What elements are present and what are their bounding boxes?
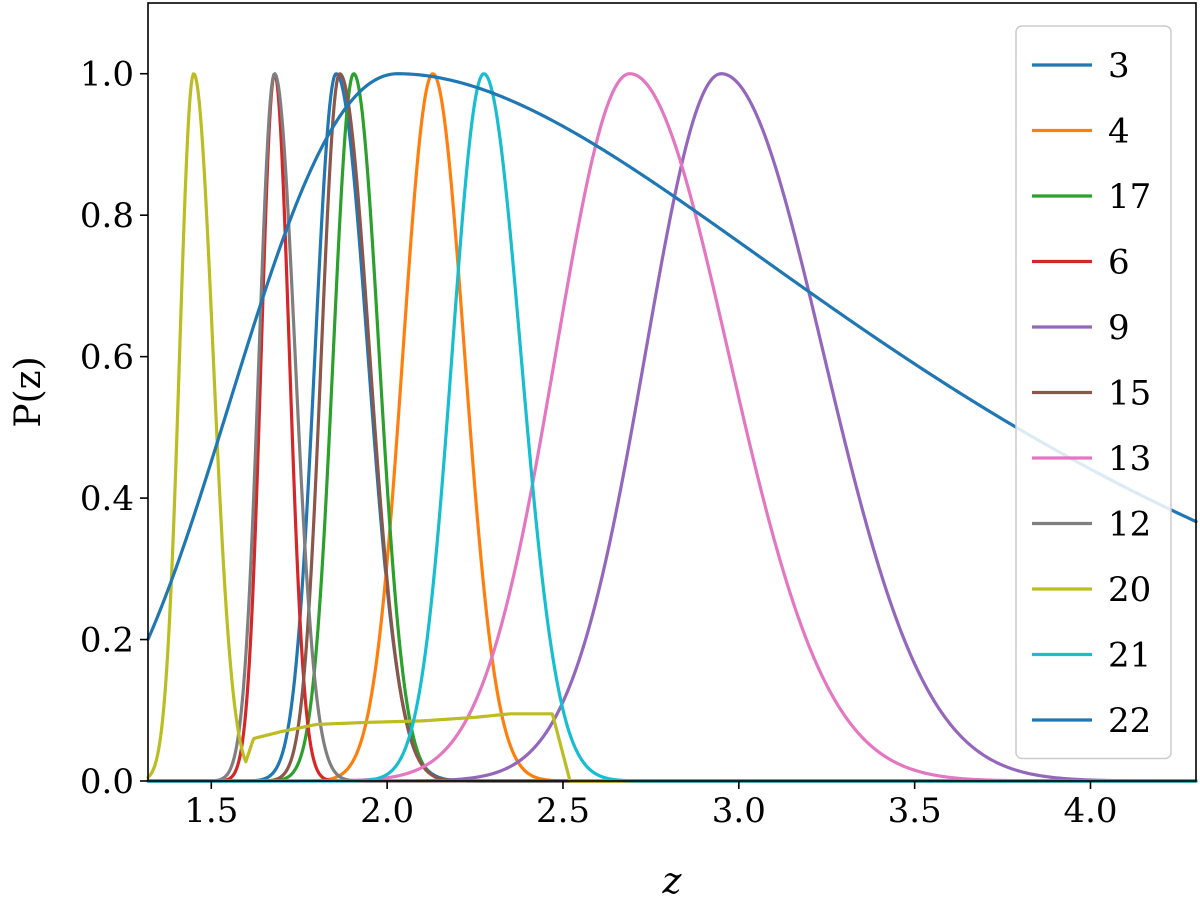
x-tick-label: 4.0 [1063,791,1117,831]
x-tick-label: 3.5 [888,791,942,831]
x-tick-label: 1.5 [184,791,238,831]
legend-label-3: 3 [1108,46,1130,86]
legend: 3 4 17 6 9 15 13 12 20 21 22 [1015,25,1172,760]
legend-label-21: 21 [1108,636,1151,676]
y-tick-label: 0.4 [80,479,134,519]
y-tick-label: 1.0 [80,55,134,95]
y-tick-label: 0.8 [80,196,134,236]
y-tick-label: 0.2 [80,621,134,661]
x-axis-label: z [662,861,683,901]
y-tick-label: 0.6 [80,338,134,378]
plot-frame [147,2,1197,782]
legend-label-6: 6 [1108,243,1130,283]
legend-label-13: 13 [1108,439,1151,479]
y-axis: 0.0 0.2 0.4 0.6 0.8 1.0 [80,55,148,802]
legend-label-20: 20 [1108,570,1151,610]
y-axis-label: P(z) [8,356,49,427]
legend-label-4: 4 [1108,112,1130,152]
x-tick-label: 2.0 [360,791,414,831]
x-axis: 1.5 2.0 2.5 3.0 3.5 4.0 [184,781,1118,831]
legend-frame [1015,25,1172,760]
y-tick-label: 0.0 [80,762,134,802]
legend-label-22: 22 [1108,701,1151,741]
legend-label-12: 12 [1108,505,1151,545]
legend-label-17: 17 [1108,177,1151,217]
legend-label-9: 9 [1108,308,1130,348]
x-tick-label: 3.0 [712,791,766,831]
legend-label-15: 15 [1108,374,1151,414]
x-tick-label: 2.5 [536,791,590,831]
